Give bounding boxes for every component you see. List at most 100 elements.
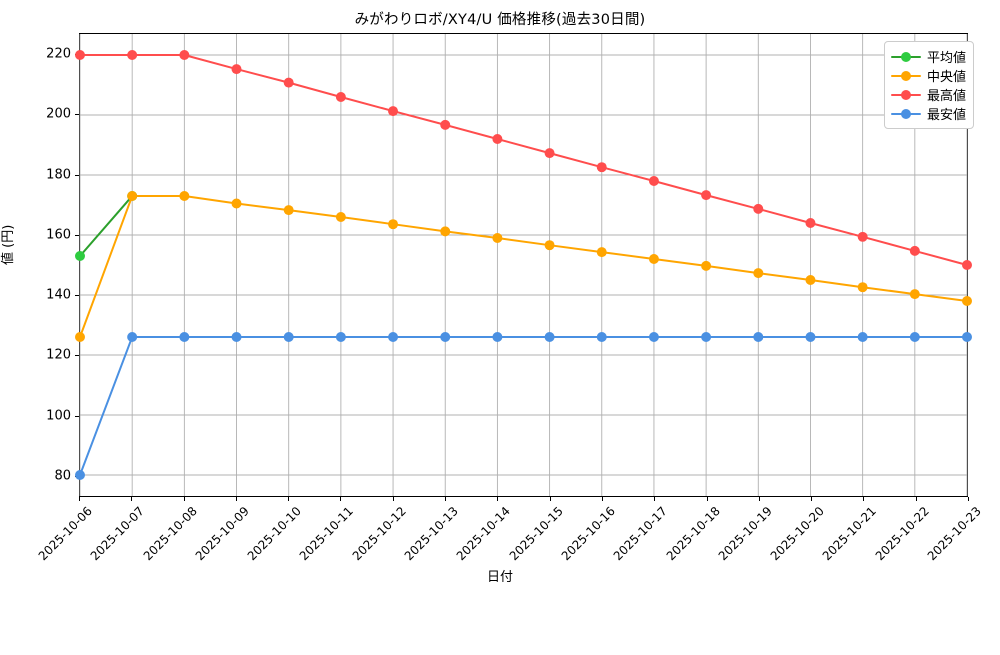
x-tick-mark: [654, 497, 656, 501]
data-point: [544, 332, 555, 342]
data-point: [335, 92, 346, 102]
data-point: [909, 245, 920, 256]
data-point: [179, 191, 190, 201]
y-tick-label: 120: [46, 347, 71, 363]
data-point: [753, 203, 764, 214]
series-line-0: [79, 195, 134, 257]
legend-label: 平均値: [927, 51, 967, 66]
legend-swatch-icon: [891, 69, 921, 83]
data-point: [909, 289, 920, 300]
x-tick-mark: [288, 497, 290, 501]
data-point: [75, 332, 85, 342]
data-point: [753, 332, 764, 342]
data-point: [753, 268, 764, 279]
y-tick-label: 100: [46, 408, 71, 424]
x-tick-mark: [601, 497, 603, 501]
y-tick-mark: [75, 295, 79, 297]
legend-swatch-icon: [891, 107, 921, 121]
data-point: [283, 205, 294, 216]
data-point: [335, 332, 346, 342]
data-point: [701, 190, 712, 201]
data-point: [492, 233, 503, 243]
legend-item-3[interactable]: 最安値: [891, 104, 966, 123]
legend-label: 中央値: [927, 70, 967, 85]
y-tick-label: 220: [46, 46, 71, 62]
data-point: [648, 254, 659, 264]
y-tick-mark: [75, 355, 79, 357]
y-tick-label: 140: [46, 287, 71, 303]
data-point: [388, 332, 399, 342]
data-point: [962, 260, 972, 270]
chart-figure: みがわりロボ/XY4/U 価格推移(過去30日間) 値 (円) 日付 80 100…: [1, 12, 984, 585]
y-tick-label: 180: [46, 167, 71, 183]
data-point: [283, 332, 294, 342]
data-point: [596, 162, 607, 173]
x-tick-mark: [915, 497, 917, 501]
data-point: [179, 332, 190, 342]
data-point: [492, 332, 503, 342]
y-tick-label: 160: [46, 227, 71, 243]
legend-item-2[interactable]: 最高値: [891, 85, 966, 104]
data-point: [388, 106, 399, 117]
data-point: [544, 148, 555, 159]
data-point: [231, 332, 242, 342]
x-tick-mark: [549, 497, 551, 501]
data-point: [440, 332, 451, 342]
series-line-2: [79, 54, 968, 266]
data-point: [335, 212, 346, 222]
data-point: [544, 240, 555, 251]
data-point: [75, 251, 85, 261]
data-point: [440, 119, 451, 130]
series-line-3: [79, 336, 968, 476]
x-tick-mark: [79, 497, 80, 501]
data-point: [75, 50, 85, 60]
data-point: [962, 296, 972, 306]
data-point: [231, 198, 242, 209]
data-point: [388, 219, 399, 230]
data-point: [648, 332, 659, 342]
data-point: [701, 260, 712, 271]
data-point: [127, 191, 138, 201]
legend-swatch-icon: [891, 50, 921, 64]
legend-item-0[interactable]: 平均値: [891, 47, 966, 66]
data-point: [701, 332, 712, 342]
data-point: [648, 176, 659, 186]
x-tick-mark: [811, 497, 813, 501]
x-tick-mark: [131, 497, 133, 501]
x-tick-mark: [445, 497, 447, 501]
data-point: [962, 332, 972, 342]
chart-title: みがわりロボ/XY4/U 価格推移(過去30日間): [354, 12, 646, 28]
x-tick-mark: [863, 497, 865, 501]
y-tick-label: 80: [54, 468, 71, 484]
chart-legend: 平均値中央値最高値最安値: [884, 41, 975, 129]
data-point: [596, 332, 607, 342]
data-point: [440, 226, 451, 237]
y-tick-mark: [75, 234, 79, 236]
data-point: [179, 50, 190, 60]
data-point: [492, 134, 503, 144]
y-tick-mark: [75, 415, 79, 417]
x-tick-mark: [183, 497, 185, 501]
x-tick-mark: [968, 497, 969, 501]
x-tick-mark: [758, 497, 760, 501]
legend-item-1[interactable]: 中央値: [891, 66, 966, 85]
data-point: [283, 77, 294, 88]
y-tick-mark: [75, 114, 79, 116]
data-point: [857, 332, 868, 342]
plot-area: [75, 33, 972, 497]
x-tick-mark: [235, 497, 237, 501]
legend-label: 最安値: [927, 108, 967, 123]
data-point: [127, 50, 138, 60]
x-axis-label: 日付: [486, 570, 513, 585]
data-point: [596, 247, 607, 258]
series-line-1: [79, 195, 968, 338]
legend-label: 最高値: [927, 89, 967, 104]
y-tick-label: 200: [46, 106, 71, 122]
y-tick-mark: [75, 174, 79, 176]
data-point: [805, 218, 816, 228]
x-tick-mark: [497, 497, 499, 501]
data-point: [857, 231, 868, 242]
legend-swatch-icon: [891, 88, 921, 102]
data-series-layer: [75, 50, 972, 480]
x-tick-mark: [392, 497, 394, 501]
